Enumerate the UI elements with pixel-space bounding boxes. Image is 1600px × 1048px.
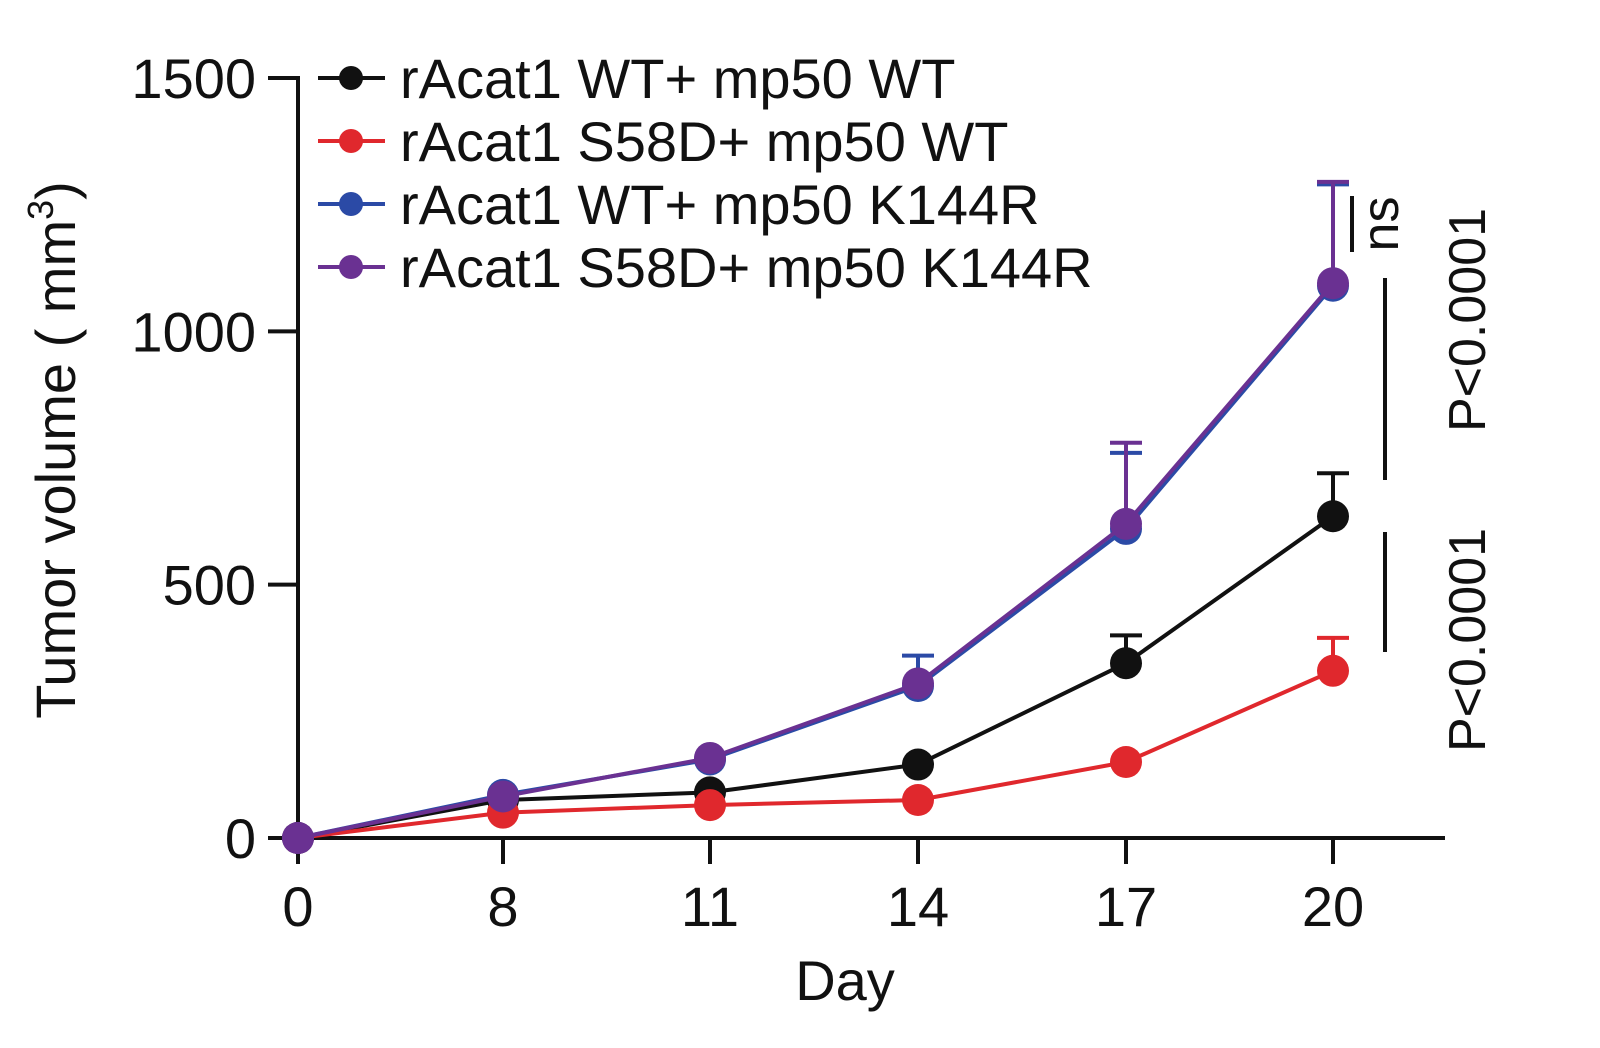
y-axis-title-superscript: 3 bbox=[20, 200, 61, 220]
data-point bbox=[902, 667, 934, 700]
p-upper-label: P<0.0001 bbox=[1439, 208, 1497, 432]
legend-label: rAcat1 WT+ mp50 K144R bbox=[400, 173, 1040, 236]
significance-annotations: ns P<0.0001 P<0.0001 bbox=[1350, 196, 1497, 752]
x-axis-title: Day bbox=[795, 949, 895, 1012]
legend-item: rAcat1 WT+ mp50 K144R bbox=[318, 173, 1040, 236]
series-line bbox=[297, 284, 1335, 840]
legend-label: rAcat1 WT+ mp50 WT bbox=[400, 47, 955, 110]
x-tick-label: 17 bbox=[1095, 875, 1157, 938]
x-tick-label: 11 bbox=[681, 875, 739, 938]
data-point bbox=[1110, 746, 1142, 778]
legend-label: rAcat1 S58D+ mp50 WT bbox=[400, 110, 1008, 173]
y-tick-label: 500 bbox=[163, 554, 256, 617]
legend-item: rAcat1 S58D+ mp50 WT bbox=[318, 110, 1008, 173]
x-tick-label: 20 bbox=[1302, 875, 1364, 938]
series-line bbox=[297, 668, 1334, 840]
data-point bbox=[487, 780, 519, 813]
data-point bbox=[902, 748, 934, 781]
series-layer bbox=[282, 179, 1349, 854]
data-point bbox=[694, 741, 726, 774]
ns-label: ns bbox=[1352, 197, 1410, 252]
legend-item: rAcat1 WT+ mp50 WT bbox=[318, 47, 955, 110]
legend-marker bbox=[339, 129, 363, 153]
data-point bbox=[694, 789, 726, 822]
data-point bbox=[1110, 647, 1142, 680]
series-2 bbox=[282, 635, 1349, 854]
data-point bbox=[1317, 654, 1349, 687]
y-tick-label: 1500 bbox=[131, 47, 256, 110]
data-point bbox=[1317, 267, 1349, 300]
legend-marker bbox=[339, 255, 363, 279]
axes bbox=[296, 76, 1445, 840]
legend-label: rAcat1 S58D+ mp50 K144R bbox=[400, 236, 1093, 299]
legend-marker bbox=[339, 66, 363, 90]
legend-marker bbox=[339, 192, 363, 216]
x-ticks: 0 8 11 14 17 20 bbox=[282, 838, 1364, 938]
y-ticks: 0 500 1000 1500 bbox=[131, 47, 298, 870]
x-tick-label: 0 bbox=[282, 875, 313, 938]
series-1 bbox=[282, 471, 1349, 854]
series-line bbox=[297, 281, 1335, 840]
series-line bbox=[297, 514, 1335, 840]
data-point bbox=[1110, 507, 1142, 540]
x-tick-label: 8 bbox=[487, 875, 518, 938]
y-tick-label: 0 bbox=[225, 807, 256, 870]
y-axis-title: Tumor volume ( mm3) bbox=[20, 181, 87, 719]
y-tick-label: 1000 bbox=[131, 300, 256, 363]
legend-item: rAcat1 S58D+ mp50 K144R bbox=[318, 236, 1093, 299]
p-lower-label: P<0.0001 bbox=[1439, 528, 1497, 752]
data-point bbox=[902, 784, 934, 816]
data-point bbox=[282, 822, 314, 854]
series-4 bbox=[282, 179, 1349, 854]
data-point bbox=[1317, 500, 1349, 533]
x-tick-label: 14 bbox=[887, 875, 949, 938]
